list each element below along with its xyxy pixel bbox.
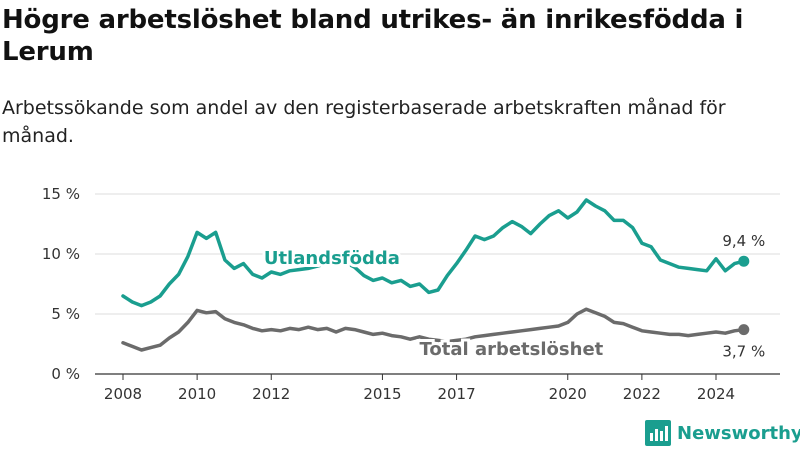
bar-chart-logo-icon <box>645 420 671 446</box>
series-name-label: Total arbetslöshet <box>420 339 604 360</box>
x-tick-label: 2022 <box>623 385 661 403</box>
series-end-point <box>738 255 750 267</box>
axes: 0 % 5 % 10 % 15 % 2008 2010 2012 2015 2017 2020 20… <box>42 185 735 403</box>
series <box>121 198 750 352</box>
x-tick-label: 2017 <box>437 385 475 403</box>
x-tick-label: 2012 <box>252 385 290 403</box>
brand-name: Newsworthy <box>677 422 800 444</box>
y-tick-label: 10 % <box>42 245 80 263</box>
series-end-point <box>738 324 750 336</box>
x-tick-label: 2010 <box>178 385 216 403</box>
x-tick-label: 2015 <box>363 385 401 403</box>
x-tick-label: 2020 <box>549 385 587 403</box>
series-line-utlandsfodda <box>121 198 746 308</box>
x-tick-label: 2008 <box>104 385 142 403</box>
series-name-label: Utlandsfödda <box>264 248 400 269</box>
x-tick-label: 2024 <box>697 385 735 403</box>
series-labels: 9,4 % Utlandsfödda 3,7 % Total arbetslöshet <box>261 232 765 363</box>
series-line-total <box>121 307 746 352</box>
end-value-label: 9,4 % <box>722 232 765 250</box>
gridlines <box>95 193 780 375</box>
chart-subtitle: Arbetssökande som andel av den registerb… <box>2 97 726 147</box>
y-tick-label: 0 % <box>51 365 80 383</box>
y-tick-label: 15 % <box>42 185 80 203</box>
chart-title: Högre arbetslöshet bland utrikes- än inr… <box>2 5 744 67</box>
end-value-label: 3,7 % <box>722 343 765 361</box>
brand-logo[interactable]: Newsworthy <box>645 420 800 446</box>
y-tick-label: 5 % <box>51 305 80 323</box>
